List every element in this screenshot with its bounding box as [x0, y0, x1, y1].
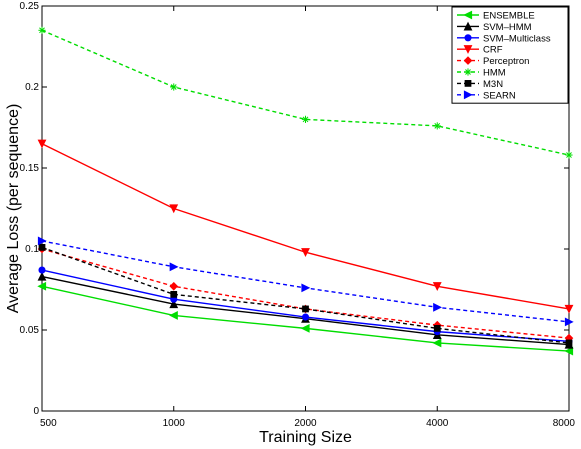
series-6 — [38, 244, 573, 347]
legend-label: SVM–Multiclass — [483, 33, 551, 44]
data-point — [433, 325, 441, 332]
series-7 — [37, 236, 574, 327]
legend-entry: SVM–HMM — [457, 21, 532, 33]
legend-entry: CRF — [457, 45, 503, 56]
legend-marker — [463, 56, 473, 65]
legend: ENSEMBLESVM–HMMSVM–MulticlassCRFPerceptr… — [451, 6, 569, 104]
legend-marker — [464, 68, 472, 76]
star-stroke — [465, 69, 471, 75]
series-0 — [37, 281, 574, 356]
data-point — [301, 313, 310, 321]
data-point — [37, 236, 47, 246]
series-layer — [37, 26, 574, 356]
data-point — [433, 122, 441, 130]
legend-marker — [463, 21, 473, 31]
data-point — [169, 281, 179, 291]
y-tick-label: 0.25 — [20, 1, 40, 12]
y-tick-label: 0.1 — [25, 244, 39, 255]
legend-label: HMM — [483, 68, 506, 79]
data-point — [564, 317, 574, 327]
legend-box — [451, 6, 569, 104]
data-point — [432, 282, 442, 291]
x-tick-label: 2000 — [294, 418, 317, 429]
data-point — [38, 244, 46, 251]
data-point — [169, 311, 178, 320]
legend-entry: SEARN — [457, 90, 516, 101]
legend-label: ENSEMBLE — [483, 11, 535, 22]
data-point — [565, 339, 573, 347]
data-point — [301, 115, 310, 123]
x-tick-label: 8000 — [553, 418, 576, 429]
x-tick-label: 1000 — [163, 418, 186, 429]
series-3 — [37, 139, 574, 314]
data-point — [38, 266, 46, 274]
star-stroke — [302, 116, 309, 123]
data-point — [301, 248, 310, 257]
data-point — [169, 262, 179, 272]
data-point — [37, 139, 47, 149]
data-point — [170, 290, 178, 298]
data-point — [564, 304, 574, 314]
series-line — [41, 29, 570, 156]
data-point — [38, 26, 46, 34]
series-5 — [38, 26, 573, 159]
data-point — [564, 346, 574, 356]
data-point — [565, 151, 573, 159]
x-tick-label: 500 — [40, 418, 57, 429]
star-stroke — [566, 152, 572, 158]
legend-label: CRF — [483, 45, 503, 56]
series-line — [41, 248, 570, 339]
legend-label: SEARN — [483, 90, 516, 101]
legend-marker — [463, 90, 473, 100]
legend-label: SVM–HMM — [483, 22, 532, 33]
axis-layer: 0 0.05 0.1 0.15 0.2 0.25 500 1000 2000 4000 8000 — [20, 1, 576, 429]
data-point — [37, 271, 47, 281]
y-tick-label: 0.2 — [25, 82, 39, 93]
legend-marker — [463, 45, 473, 54]
legend-label: Perceptron — [483, 56, 529, 67]
y-tick-label: 0 — [33, 406, 39, 417]
y-tick-label: 0.05 — [20, 325, 40, 336]
star-stroke — [39, 27, 45, 34]
legend-entry: SVM–Multiclass — [457, 33, 551, 44]
data-point — [170, 83, 178, 91]
legend-entry: ENSEMBLE — [457, 11, 535, 22]
data-point — [37, 281, 47, 291]
data-point — [169, 204, 179, 214]
data-point — [433, 302, 442, 312]
legend-entry: M3N — [457, 79, 503, 90]
star-stroke — [170, 84, 177, 90]
data-point — [302, 305, 309, 313]
y-axis-label: Average Loss (per sequence) — [5, 104, 22, 314]
legend-marker — [464, 34, 472, 42]
x-axis-label: Training Size — [259, 429, 352, 446]
y-tick-label: 0.15 — [20, 163, 40, 174]
legend-marker — [464, 80, 472, 87]
data-point — [432, 338, 442, 348]
star-stroke — [434, 123, 441, 129]
legend-entry: Perceptron — [457, 56, 529, 67]
data-point — [169, 299, 179, 309]
x-tick-label: 4000 — [426, 418, 449, 429]
legend-entry: HMM — [457, 68, 506, 79]
series-line — [41, 246, 570, 344]
legend-label: M3N — [483, 79, 503, 90]
data-point — [301, 283, 311, 293]
data-point — [300, 323, 310, 333]
legend-marker — [463, 10, 473, 20]
